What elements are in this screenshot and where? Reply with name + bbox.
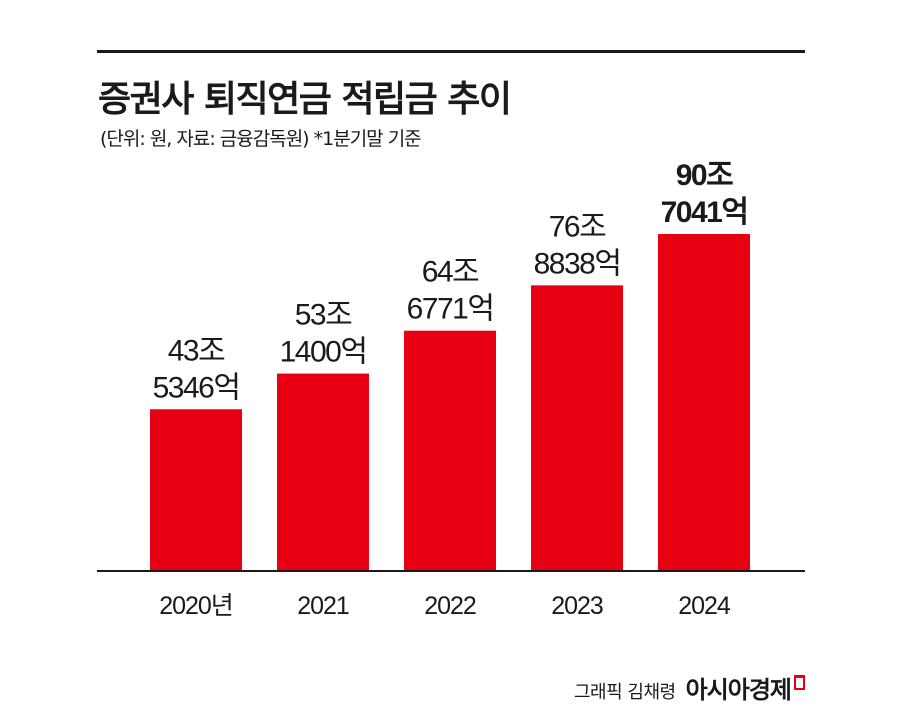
- credit-line: 그래픽 김채령 아시아경제: [574, 670, 805, 705]
- brand-mark-icon: [794, 675, 805, 690]
- x-tick-label-4: 2024: [678, 592, 731, 620]
- bar-4: [658, 234, 750, 571]
- x-tick-label-0: 2020년: [159, 592, 233, 620]
- bars: [150, 234, 750, 571]
- brand-logo: 아시아경제: [686, 670, 805, 705]
- graphic-credit: 그래픽 김채령: [574, 682, 676, 703]
- bar-2: [404, 330, 496, 571]
- chart-title: 증권사 퇴직연금 적립금 추이: [98, 79, 512, 120]
- bar-1: [277, 373, 369, 571]
- x-tick-label-1: 2021: [297, 592, 349, 620]
- value-label-1-line-0: 53조: [295, 299, 352, 332]
- x-axis-ticks: 2020년 2021 2022 2023 2024: [159, 592, 732, 620]
- x-tick-label-2: 2022: [424, 592, 476, 620]
- value-labels: 43조 5346억 53조 1400억 64조 6771억 76조 8838억 90조 7041억: [153, 159, 749, 404]
- value-label-3-line-1: 8838억: [534, 247, 621, 280]
- value-label-0-line-1: 5346억: [153, 371, 240, 404]
- bar-3: [531, 285, 623, 571]
- value-label-2-line-1: 6771억: [407, 293, 494, 326]
- brand-name: 아시아경제: [685, 676, 792, 704]
- x-tick-label-3: 2023: [551, 592, 603, 620]
- chart-subtitle: (단위: 원, 자료: 금융감독원) *1분기말 기준: [100, 128, 422, 150]
- top-rule: [97, 50, 805, 53]
- value-label-3-line-0: 76조: [549, 210, 606, 243]
- value-label-2-line-0: 64조: [422, 256, 479, 289]
- value-label-1-line-1: 1400억: [280, 336, 367, 369]
- value-label-4-line-0: 90조: [676, 159, 733, 192]
- bar-0: [150, 409, 242, 571]
- value-label-0-line-0: 43조: [168, 334, 225, 367]
- value-label-4-line-1: 7041억: [661, 196, 748, 229]
